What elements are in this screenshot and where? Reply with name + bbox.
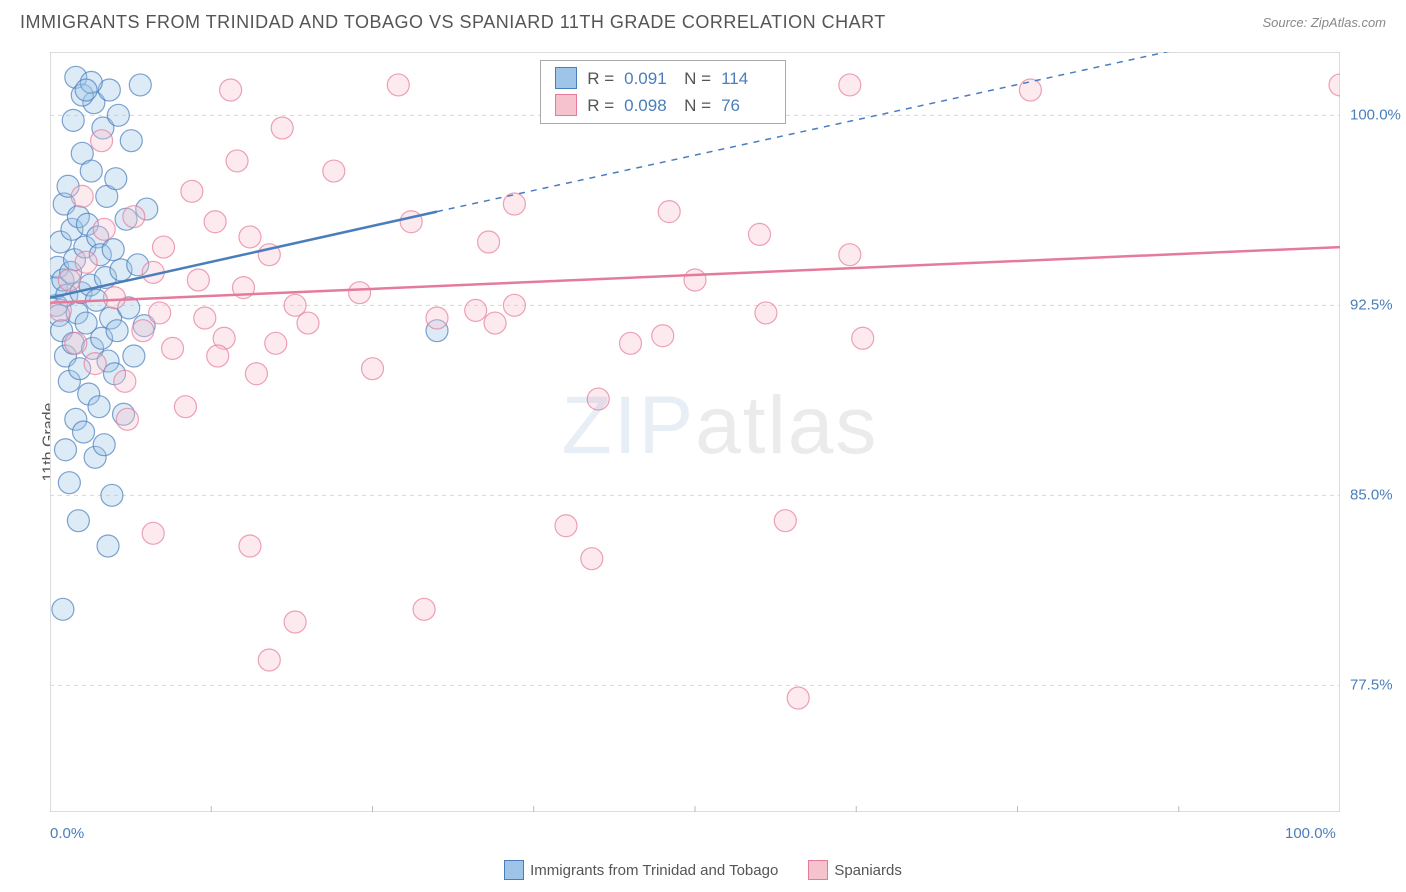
stat-legend: R =0.091N =114R =0.098N =76 [540,60,786,124]
bottom-legend: Immigrants from Trinidad and Tobago Span… [0,860,1406,880]
source-label: Source: ZipAtlas.com [1262,15,1386,30]
legend-label-1: Immigrants from Trinidad and Tobago [530,862,778,879]
legend-item-2: Spaniards [808,860,902,880]
legend-label-2: Spaniards [834,862,902,879]
legend-swatch-2 [808,860,828,880]
legend-swatch-1 [504,860,524,880]
title-row: IMMIGRANTS FROM TRINIDAD AND TOBAGO VS S… [0,0,1406,41]
legend-item-1: Immigrants from Trinidad and Tobago [504,860,778,880]
scatter-plot [50,52,1340,812]
chart-container: 11th Grade ZIPatlas R =0.091N =114R =0.0… [50,52,1390,832]
chart-title: IMMIGRANTS FROM TRINIDAD AND TOBAGO VS S… [20,12,886,33]
